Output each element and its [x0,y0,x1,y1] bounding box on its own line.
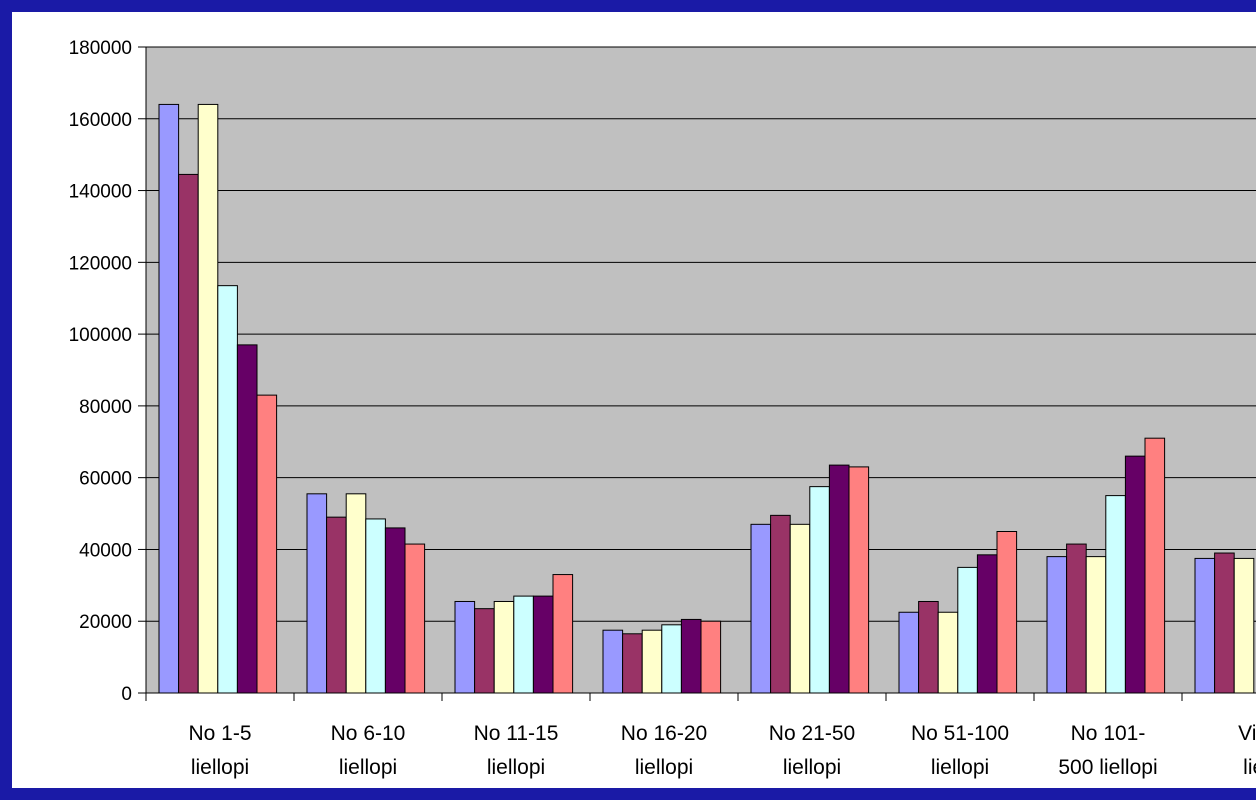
bar [700,620,722,694]
y-tick-label: 100000 [69,325,132,346]
x-category-label: No 21-50 [769,722,855,745]
bar [326,516,347,694]
x-category-label: liellopi [635,756,693,779]
bar [236,344,258,694]
bar [770,514,791,694]
y-tick-label: 20000 [79,612,132,633]
bar [1046,556,1068,694]
x-category-label: liellopi [783,756,841,779]
bar [957,566,978,694]
x-category-label: No 11-15 [474,722,559,745]
bar [1214,552,1235,694]
bar [1233,557,1255,694]
y-tick-label: 140000 [69,182,132,203]
bar [532,595,554,694]
bar [1124,455,1146,694]
x-category-label: liellopi [191,756,249,779]
y-tick-label: 40000 [79,540,132,561]
bar [898,611,920,694]
bar [384,527,406,694]
chart-frame: 0 20000 40000 60000 80000 100000 120000 140000 1… [12,12,1256,788]
x-category-label: No 6-10 [331,722,406,745]
bar [1194,557,1216,694]
x-category-label: liellopi [487,756,545,779]
bar [661,624,682,694]
bar [552,574,574,694]
bar [513,595,534,694]
bar [178,173,199,694]
bar [1144,437,1166,694]
x-category-label: liellopi [339,756,397,779]
x-category-labels: No 1-5 liellopi No 6-10 liellopi No 11-15 lie… [188,722,1256,779]
bar [641,629,663,694]
bar [158,103,180,694]
bar [1085,556,1107,694]
x-category-label: liel [1243,756,1256,779]
bar-chart: 0 20000 40000 60000 80000 100000 120000 140000 1… [69,38,1256,779]
bar [1066,543,1087,694]
bar [217,285,238,694]
axes [145,47,1256,701]
y-tick-label: 60000 [79,469,132,490]
y-tick-label: 160000 [69,110,132,131]
bar [602,629,624,694]
bar [365,518,386,694]
bar [937,611,959,694]
bar [454,600,476,694]
bar [1105,495,1126,694]
x-category-label: liellopi [931,756,989,779]
x-category-label: Virs [1238,722,1256,745]
y-tick-label: 0 [121,684,132,705]
y-tick-label: 180000 [69,38,132,59]
bar [197,103,219,694]
x-category-label: No 51-100 [911,722,1009,745]
bar [306,493,328,694]
bar [789,523,811,694]
y-tick-labels: 0 20000 40000 60000 80000 100000 120000 140000 1… [69,38,132,705]
bar [256,394,278,694]
x-category-label: No 16-20 [621,722,707,745]
bar [996,531,1018,694]
bar [828,464,850,694]
bar [976,554,998,694]
bar [493,600,515,694]
bar [474,608,495,694]
bar [809,486,830,694]
bar [404,543,426,694]
bar [680,618,702,694]
bar [622,633,643,694]
x-category-label: 500 liellopi [1058,756,1157,779]
x-category-label: No 1-5 [188,722,251,745]
y-tick-label: 120000 [69,253,132,274]
bars [158,103,1255,694]
bar [918,600,939,694]
x-category-label: No 101- [1071,722,1146,745]
bar [750,523,772,694]
bar [848,466,870,694]
y-tick-label: 80000 [79,397,132,418]
bar [345,493,367,694]
